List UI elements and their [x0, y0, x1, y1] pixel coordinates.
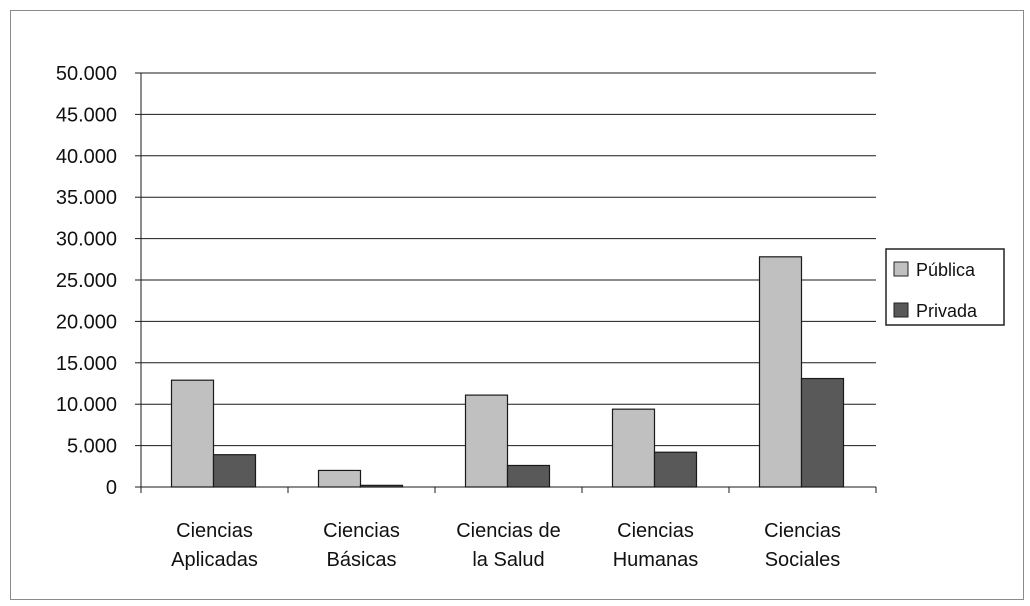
y-tick-label: 30.000 — [56, 229, 117, 251]
legend-swatch-privada — [893, 302, 909, 318]
y-tick-label: 40.000 — [56, 146, 117, 168]
y-axis: 0 5.000 10.000 15.000 20.000 25.000 30.000 35.0… — [56, 63, 142, 499]
y-tick-label: 25.000 — [56, 270, 117, 292]
bar-publica — [464, 394, 509, 488]
gridlines — [141, 72, 876, 447]
bar-privada — [506, 464, 551, 488]
x-tick-label: Ciencias de la Salud — [456, 520, 561, 571]
bar-publica — [611, 408, 656, 488]
y-tick-label: 45.000 — [56, 104, 117, 126]
bar-privada — [653, 451, 698, 488]
bar-privada — [800, 377, 845, 488]
bar-privada — [359, 484, 404, 488]
legend-swatch-publica — [893, 261, 909, 277]
y-tick-label: 10.000 — [56, 394, 117, 416]
y-tick-label: 35.000 — [56, 187, 117, 209]
legend-label-publica: Pública — [916, 260, 976, 280]
legend-label-privada: Privada — [916, 301, 978, 321]
legend: Pública Privada — [885, 248, 1005, 326]
x-tick-label: Ciencias Aplicadas — [171, 520, 258, 571]
y-tick-label: 0 — [106, 477, 117, 499]
y-tick-label: 15.000 — [56, 353, 117, 375]
bar-privada — [212, 454, 257, 488]
bar-publica — [170, 379, 215, 488]
x-tick-label: Ciencias Sociales — [764, 520, 841, 571]
bar-publica — [317, 469, 362, 488]
x-tick-label: Ciencias Básicas — [323, 520, 400, 571]
y-tick-label: 20.000 — [56, 311, 117, 333]
x-axis: Ciencias Aplicadas Ciencias Básicas Ciencias… — [140, 486, 877, 571]
chart-frame — [10, 10, 1024, 600]
x-tick-label: Ciencias Humanas — [613, 520, 699, 571]
y-tick-label: 50.000 — [56, 63, 117, 85]
bars — [170, 256, 845, 488]
y-tick-label: 5.000 — [67, 436, 117, 458]
bar-publica — [758, 256, 803, 488]
